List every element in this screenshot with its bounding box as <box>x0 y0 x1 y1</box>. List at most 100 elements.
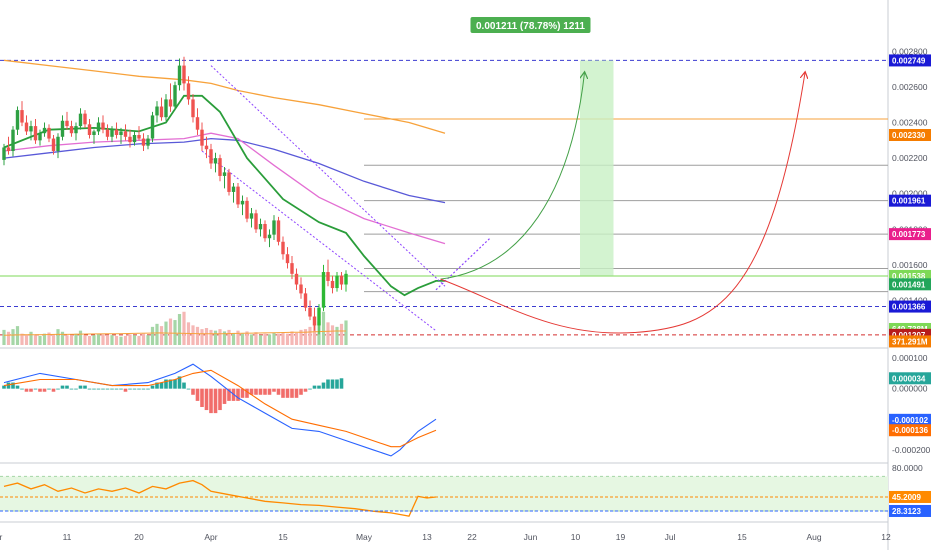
candle-body <box>299 284 303 294</box>
moving-average-line <box>3 59 446 134</box>
candle-body <box>321 272 326 308</box>
volume-bar <box>132 335 137 345</box>
volume-ma-line <box>3 330 346 336</box>
annotation-label: 0.001211 (78.78%) 1211 <box>476 21 585 32</box>
candle-body <box>132 135 137 143</box>
candle-body <box>258 223 263 230</box>
macd-histogram-bar <box>330 379 335 389</box>
time-axis-label: Jul <box>665 532 676 542</box>
volume-bar <box>74 333 78 345</box>
macd-label-badge <box>889 372 931 385</box>
volume-bar <box>123 335 128 345</box>
candle-body <box>218 158 222 176</box>
volume-bar <box>15 326 20 345</box>
bearish-projection-arrow <box>440 73 806 334</box>
candle-body <box>249 213 254 219</box>
candle-body <box>51 138 56 152</box>
macd-histogram-bar <box>209 388 213 414</box>
price-label: 0.001207 <box>892 331 926 340</box>
macd-histogram-bar <box>245 388 249 398</box>
measure-annotation: 0.001211 (78.78%) 1211 <box>470 17 591 33</box>
macd-signal-line <box>3 369 437 448</box>
volume-bar <box>312 323 317 345</box>
candle-body <box>326 272 330 281</box>
time-axis-label: 13 <box>422 532 432 542</box>
volume-bar <box>24 334 29 345</box>
candle-body <box>317 307 321 326</box>
candle-body <box>236 186 240 205</box>
volume-bar <box>141 333 146 345</box>
volume-bar <box>33 335 38 345</box>
volume-bar <box>335 326 339 345</box>
candle-body <box>146 138 150 146</box>
candle-body <box>155 106 159 116</box>
macd-histogram-bar <box>2 385 6 389</box>
projection-arrows <box>440 73 806 334</box>
macd-histogram-bar <box>200 388 204 407</box>
macd-histogram-bar <box>29 388 33 392</box>
volume-bar <box>326 322 330 345</box>
candle-body <box>20 110 24 123</box>
price-label: 0.001773 <box>892 230 926 239</box>
macd-histogram-bar <box>74 388 78 390</box>
volume-bar <box>83 335 87 345</box>
macd-histogram-bar <box>83 385 87 389</box>
macd-histogram-bar <box>173 379 177 389</box>
macd-histogram-bar <box>123 388 128 392</box>
macd-histogram-bar <box>96 388 101 390</box>
annotation-label-box <box>470 17 591 33</box>
volume-bar <box>173 320 177 345</box>
macd-histogram-bar <box>218 388 222 411</box>
macd-histogram-bar <box>204 388 209 411</box>
moving-average-line <box>3 132 446 245</box>
candle-body <box>114 129 119 135</box>
volume-bar <box>218 329 222 345</box>
macd-histogram-bar <box>56 388 60 390</box>
measure-range-box <box>580 60 614 276</box>
candle-body <box>6 147 11 152</box>
volume-bar <box>303 329 308 345</box>
macd-histogram-bar <box>312 385 317 389</box>
macd-histogram-bar <box>119 388 123 390</box>
volume-bar <box>213 330 218 345</box>
macd-histogram-bar <box>60 385 65 389</box>
volume-bar <box>168 318 173 345</box>
volume-bar <box>51 334 56 345</box>
macd-histogram-bar <box>159 382 164 389</box>
rsi-band <box>0 476 888 511</box>
time-axis-label: Jun <box>524 532 538 542</box>
macd-histogram-bar <box>114 388 119 390</box>
bullish-projection-arrow <box>440 73 585 280</box>
candle-body <box>344 273 348 285</box>
candle-body <box>78 113 83 127</box>
candle-body <box>209 149 213 164</box>
candle-body <box>222 172 227 176</box>
macd-histogram-bar <box>6 382 11 389</box>
macd-histogram-bar <box>254 388 258 395</box>
candle-body <box>33 126 38 141</box>
measure-range-rect <box>580 60 614 276</box>
candle-body <box>191 99 195 118</box>
price-tick: 0.001600 <box>892 260 928 270</box>
volume-bar <box>101 334 105 345</box>
candle-body <box>240 200 245 205</box>
time-axis-label: 12 <box>881 532 891 542</box>
macd-histogram-bar <box>222 388 227 404</box>
macd-histogram-bar <box>92 388 96 390</box>
macd-histogram-bar <box>65 385 69 389</box>
volume-bar <box>177 314 182 345</box>
time-axis-label: 20 <box>134 532 144 542</box>
candle-body <box>65 120 69 127</box>
candle-body <box>159 106 164 118</box>
candle-body <box>60 120 65 137</box>
price-tick: 0.002600 <box>892 82 928 92</box>
volume-bar <box>240 333 245 345</box>
macd-histogram-bar <box>191 388 195 395</box>
candle-body <box>227 172 231 192</box>
candle-body <box>339 275 344 285</box>
volume-bar <box>263 333 267 345</box>
macd-tick: 0.000100 <box>892 353 928 363</box>
volume-bar <box>159 326 164 345</box>
candle-body <box>303 293 308 308</box>
